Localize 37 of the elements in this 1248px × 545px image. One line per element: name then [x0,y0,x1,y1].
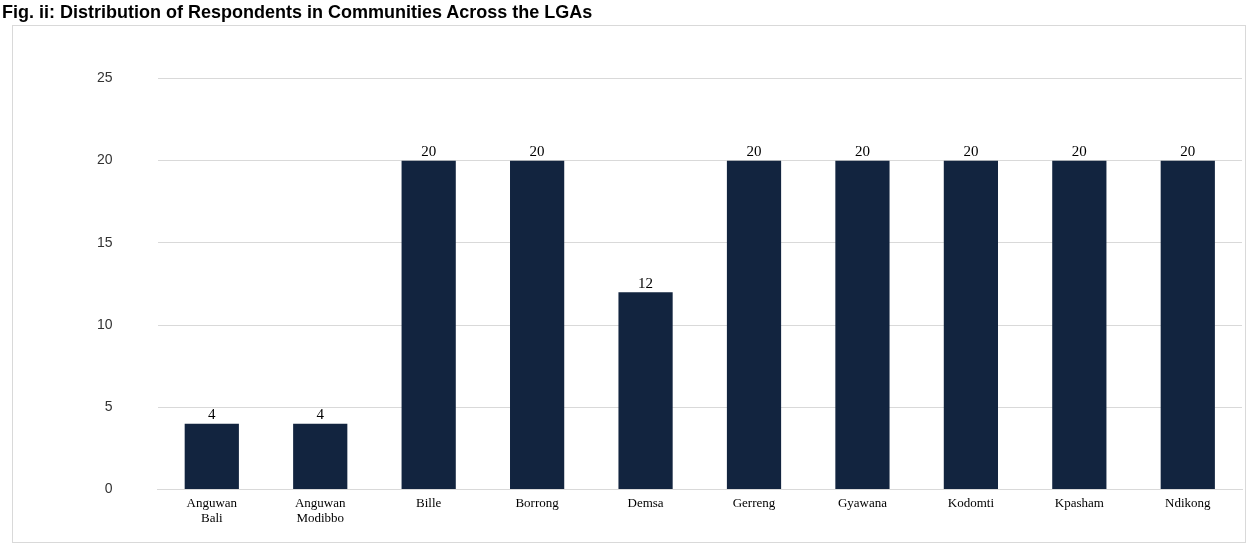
x-tick-label: Kodomti [947,494,995,510]
bar [726,160,782,490]
x-tick-label: Anguwan Bali [186,494,238,526]
data-label: 12 [638,274,654,291]
x-tick-label: Kpasham [1054,494,1104,510]
bar [1052,160,1107,490]
x-tick-label: Bille [416,494,442,510]
y-tick-label: 5 [104,398,113,415]
bar [184,423,239,490]
data-label: 4 [208,406,217,423]
x-tick-label: Borrong [515,494,560,510]
data-label: 20 [421,143,437,160]
bar [401,160,456,490]
bar [835,160,890,490]
x-tick-label: Demsa [627,494,664,510]
bar [618,292,673,490]
bar [943,160,998,490]
bar [293,423,348,490]
y-tick-label: 10 [96,315,113,332]
data-label: 20 [854,143,870,160]
bar [510,160,565,490]
y-tick-label: 0 [104,480,113,497]
data-label: 20 [963,143,979,160]
data-label: 20 [746,143,762,160]
x-tick-label: Gyawana [837,494,888,510]
x-tick-label: Ndikong [1165,494,1212,510]
data-label: 20 [529,143,545,160]
x-tick-label: Gerreng [732,494,776,510]
data-label: 4 [316,406,325,423]
y-tick-label: 20 [96,151,113,168]
chart-title: Fig. ii: Distribution of Respondents in Communities Across the LGAs [2,1,593,23]
x-tick-label: Anguwan Modibbo [294,494,347,526]
bar [1160,160,1215,490]
data-label: 20 [1071,143,1087,160]
data-label: 20 [1180,143,1196,160]
y-tick-label: 15 [96,233,113,250]
y-tick-label: 25 [96,69,113,86]
